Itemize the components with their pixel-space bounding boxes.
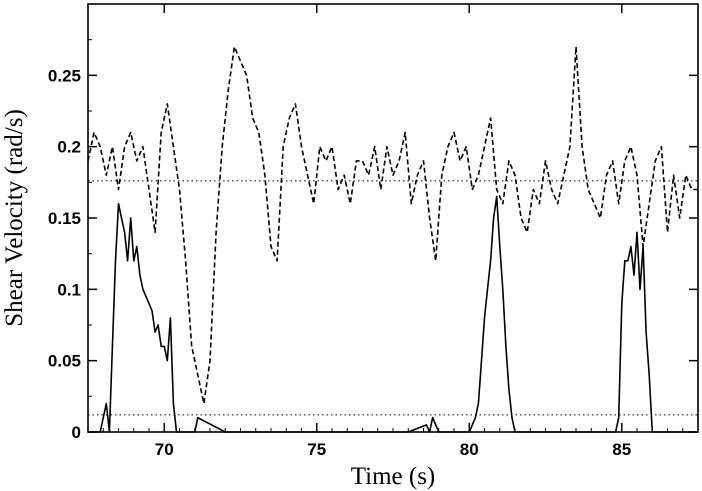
x-tick-label: 75 xyxy=(307,440,326,459)
x-tick-label: 80 xyxy=(460,440,479,459)
series-layer xyxy=(87,46,698,433)
y-tick-label: 0 xyxy=(72,423,81,442)
x-tick-label: 70 xyxy=(155,440,174,459)
series-line-dashed xyxy=(87,46,698,405)
series-line-solid xyxy=(88,195,698,433)
y-tick-label: 0.15 xyxy=(48,209,81,228)
axis-ticks: 70 75 80 85 0 0.05 0.1 0.15 0.2 0.25 xyxy=(48,4,699,459)
y-axis-title: Shear Velocity (rad/s) xyxy=(1,109,28,327)
y-tick-label: 0.05 xyxy=(48,352,81,371)
y-tick-label: 0.1 xyxy=(57,280,81,299)
x-tick-label: 85 xyxy=(612,440,631,459)
plot-frame xyxy=(87,3,699,433)
reference-lines xyxy=(88,180,698,416)
y-tick-label: 0.25 xyxy=(48,66,81,85)
y-tick-label: 0.2 xyxy=(57,138,81,157)
x-axis-title: Time (s) xyxy=(351,463,436,490)
